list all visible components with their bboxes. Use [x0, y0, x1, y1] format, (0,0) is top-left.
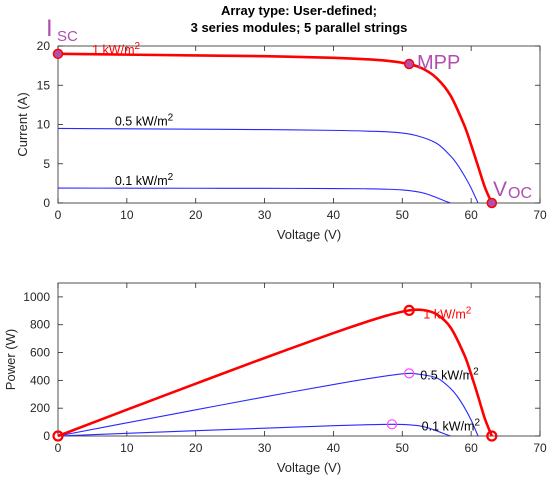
voc-annotation-sub: OC	[508, 185, 532, 202]
mpp-annotation: MPP	[417, 52, 460, 74]
plot-area	[57, 45, 541, 204]
series-label-1-kw-m: 1 kW/m2	[92, 41, 140, 57]
y-tick-label: 400	[30, 373, 50, 387]
chart-power-voltage: 0 10 20 30 40 50 60 70 0 200 400 600 800 1000 Voltage …	[3, 282, 547, 475]
x-tick-label: 40	[327, 208, 341, 222]
marker-isc	[52, 48, 64, 60]
isc-annotation: I	[46, 15, 53, 42]
series-line-0-1-kw-m	[57, 423, 451, 437]
isc-annotation-sub: SC	[57, 28, 78, 45]
marker-voc	[486, 430, 498, 442]
voc-annotation: V	[493, 178, 507, 201]
y-tick-label: 0	[43, 196, 50, 210]
x-axis-label: Voltage (V)	[277, 227, 341, 242]
x-tick-label: 10	[120, 208, 134, 222]
series-line-0-5-kw-m	[57, 372, 479, 437]
y-tick-label: 0	[43, 429, 50, 443]
marker-mpp	[403, 304, 415, 317]
y-tick-label: 200	[30, 401, 50, 415]
x-tick-label: 60	[464, 441, 478, 455]
marker-mpp	[403, 58, 415, 70]
y-tick-label: 1000	[23, 290, 50, 304]
series-label-0-1-kw-m: 0.1 kW/m2	[422, 417, 481, 433]
series-line-0-5-kw-m	[57, 127, 479, 204]
x-tick-label: 70	[533, 441, 547, 455]
plot-area	[57, 282, 541, 437]
y-tick-label: 10	[37, 118, 51, 132]
marker-mpp-0-1	[386, 419, 398, 430]
x-tick-label: 30	[258, 441, 272, 455]
x-tick-label: 30	[258, 208, 272, 222]
y-tick-label: 15	[37, 78, 51, 92]
x-tick-label: 40	[327, 441, 341, 455]
x-axis-label: Voltage (V)	[277, 460, 341, 475]
marker-mpp-0-5	[404, 368, 415, 379]
x-tick-label: 10	[120, 441, 134, 455]
x-tick-label: 0	[55, 441, 62, 455]
x-tick-label: 60	[464, 208, 478, 222]
x-tick-label: 20	[189, 441, 203, 455]
y-tick-label: 20	[37, 39, 51, 53]
series-label-0-5-kw-m: 0.5 kW/m2	[420, 366, 479, 382]
y-axis-label: Power (W)	[3, 329, 18, 390]
series-label-1-kw-m: 1 kW/m2	[423, 305, 471, 321]
series-line-0-1-kw-m	[57, 187, 451, 204]
x-tick-label: 0	[55, 208, 62, 222]
series-label-0-5-kw-m: 0.5 kW/m2	[115, 112, 174, 128]
x-tick-label: 70	[533, 208, 547, 222]
chart-title-line: Array type: User-defined;	[221, 3, 377, 18]
chart-current-voltage: 0 10 20 30 40 50 60 70 0 5 10 15 20 Voltage (V) Curren…	[15, 3, 547, 242]
marker-voc	[486, 197, 498, 209]
x-tick-label: 20	[189, 208, 203, 222]
x-tick-label: 50	[396, 441, 410, 455]
chart-title-line: 3 series modules; 5 parallel strings	[191, 20, 408, 35]
series-label-0-1-kw-m: 0.1 kW/m2	[115, 172, 174, 188]
y-tick-label: 600	[30, 346, 50, 360]
y-tick-label: 5	[43, 157, 50, 171]
y-tick-label: 800	[30, 318, 50, 332]
x-tick-label: 50	[396, 208, 410, 222]
y-axis-label: Current (A)	[15, 92, 30, 156]
marker-isc	[52, 430, 64, 442]
